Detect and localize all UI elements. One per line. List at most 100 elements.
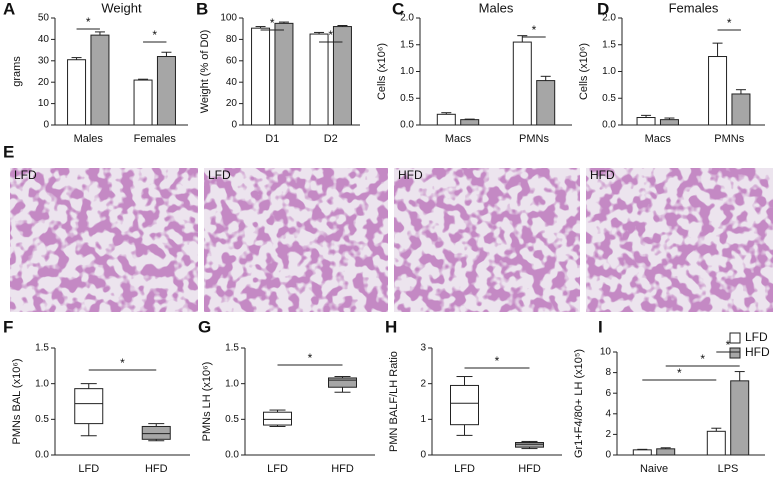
y-tick-label: 20 [226,98,238,109]
significance-label: * [495,354,500,368]
bar [632,449,652,456]
y-tick-label: 100 [220,13,237,24]
panel-letter: D [597,0,609,18]
y-tick-label: 2.0 [602,13,616,24]
legend-swatch [729,332,741,344]
legend-label: LFD [745,330,768,344]
y-tick-label: 0.0 [35,450,49,461]
y-tick-label: 0 [605,450,611,461]
y-axis-label: grams [11,56,23,87]
legend-swatch [729,347,741,359]
panel-letter: F [3,317,13,336]
significance-label: * [328,28,333,42]
y-tick-label: 0.0 [225,450,239,461]
x-tick-label: Males [74,133,104,145]
bar [636,117,656,126]
y-tick-label: 2 [605,429,611,440]
y-tick-label: 10 [38,98,50,109]
y-tick-label: 30 [38,55,50,66]
image-label: HFD [590,168,615,182]
x-tick-label: LFD [267,463,288,475]
y-tick-label: 50 [38,13,50,24]
significance-label: * [270,16,275,30]
significance-label: * [120,356,125,370]
y-tick-label: 4 [605,408,611,419]
x-tick-label: Naive [640,463,668,475]
micrograph-texture [10,168,198,312]
legend-label: HFD [745,345,770,359]
y-tick-label: 40 [38,34,50,45]
y-tick-label: 1 [420,414,426,425]
chart-title: Males [479,0,514,15]
significance-label: * [86,15,91,29]
x-tick-label: HFD [145,463,168,475]
image-label: LFD [14,168,37,182]
significance-label: * [677,366,682,380]
y-tick-label: 3 [420,343,426,354]
y-tick-label: 0.5 [400,93,414,104]
bar [460,119,480,126]
bar [90,34,110,126]
chart-title: Weight [101,0,142,15]
x-tick-label: PMNs [714,133,744,145]
y-tick-label: 2.0 [400,13,414,24]
significance-label: * [700,352,705,366]
bar [436,113,456,126]
box [141,425,171,440]
y-axis-label: PMNs LH (x10⁶) [201,362,213,442]
x-tick-label: Females [134,133,177,145]
bar [512,41,532,126]
bar [251,27,271,126]
bar [656,448,676,456]
x-tick-label: Macs [445,133,472,145]
x-tick-label: HFD [518,463,541,475]
panel-letter: G [198,317,211,336]
bar [133,79,153,126]
y-axis-label: Gr1+F4/80+ LH (x10⁵) [573,349,585,458]
panel-letter: B [196,0,208,18]
y-tick-label: 1.0 [35,378,49,389]
x-tick-label: LFD [78,463,99,475]
bar [731,93,751,126]
y-tick-label: 0.5 [602,93,616,104]
bar [309,33,329,126]
y-tick-label: 1.0 [602,66,616,77]
bar [706,430,726,456]
panel-letter: E [3,142,14,161]
significance-label: * [726,338,731,352]
panel-letter: A [3,0,15,18]
y-tick-label: 10 [600,347,612,358]
y-tick-label: 1.0 [400,66,414,77]
y-tick-label: 0.0 [602,120,616,131]
bar [536,80,556,126]
box [263,411,292,426]
y-axis-label: Cells (x10⁶) [376,43,388,100]
x-tick-label: PMNs [519,133,549,145]
box [74,388,104,425]
image-label: HFD [398,168,423,182]
y-tick-label: 1.5 [35,343,49,354]
bar [332,26,352,126]
x-tick-label: D2 [324,133,338,145]
micrograph-texture [204,168,388,312]
panel-letter: H [385,317,397,336]
box [450,384,479,426]
y-tick-label: 80 [226,34,238,45]
box [515,442,544,448]
panel-letter: C [392,0,404,18]
x-tick-label: D1 [265,133,279,145]
y-tick-label: 20 [38,77,50,88]
bar [67,59,87,126]
significance-label: * [308,351,313,365]
y-tick-label: 0.5 [225,414,239,425]
y-axis-label: PMN BALF/LH Ratio [388,351,400,452]
y-tick-label: 1.5 [602,39,616,50]
significance-label: * [727,16,732,30]
y-tick-label: 1.0 [225,378,239,389]
bar [156,56,176,126]
y-tick-label: 8 [605,367,611,378]
y-tick-label: 1.5 [400,39,414,50]
significance-label: * [152,28,157,42]
y-tick-label: 0.5 [35,414,49,425]
